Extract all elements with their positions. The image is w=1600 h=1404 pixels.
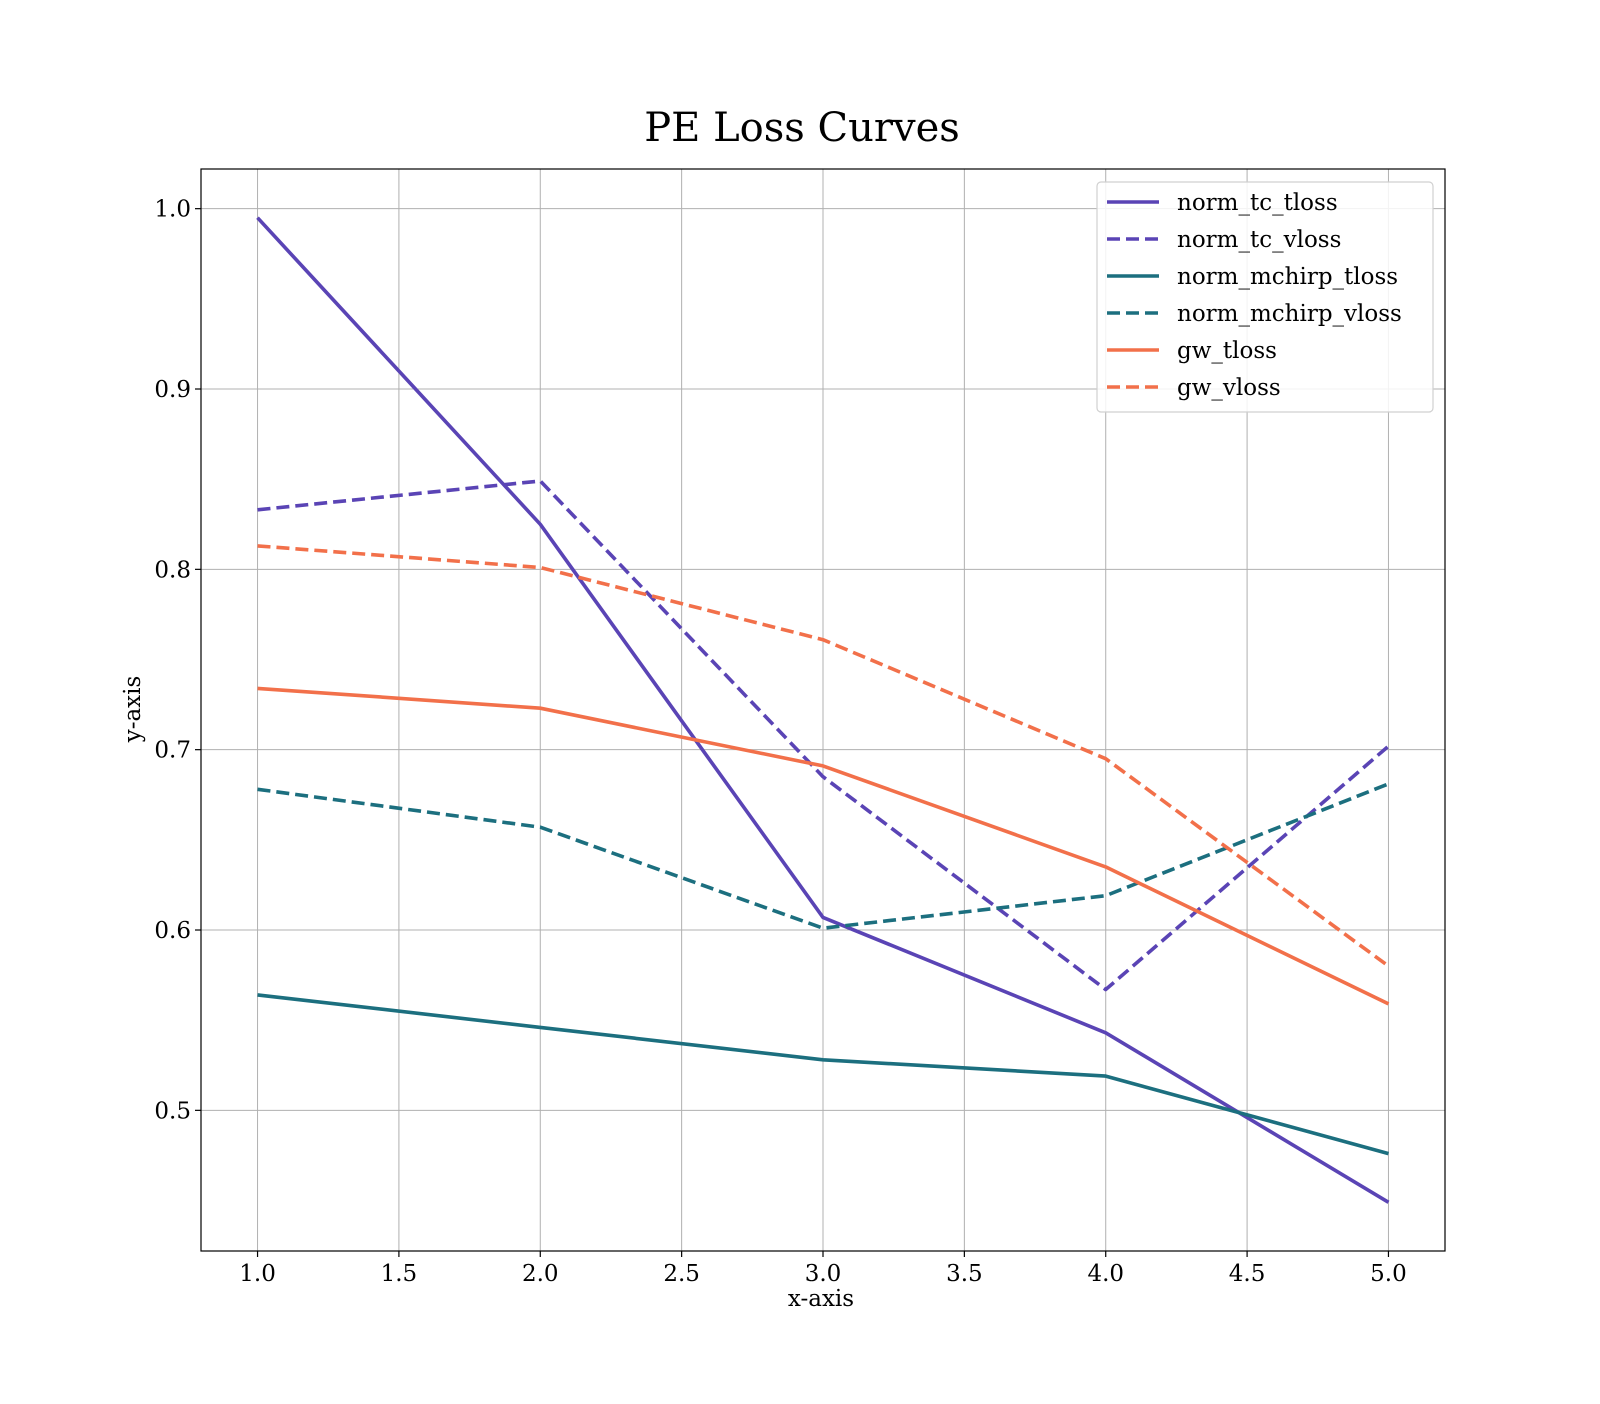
x-tick-label: 4.0 (1087, 1261, 1124, 1287)
legend-label: gw_tloss (1177, 338, 1277, 364)
y-tick-label: 0.7 (154, 738, 191, 764)
legend-label: norm_tc_vloss (1177, 227, 1341, 253)
y-axis-label: y-axis (120, 676, 146, 744)
y-tick-label: 0.9 (154, 377, 191, 403)
legend-label: gw_vloss (1177, 375, 1281, 401)
series-lines (256, 216, 1390, 1204)
y-tick-label: 0.6 (154, 918, 191, 944)
y-tick-label: 1.0 (154, 197, 191, 223)
x-tick-label: 3.0 (805, 1261, 842, 1287)
series-line-norm-mchirp-vloss (257, 782, 1390, 931)
legend-label: norm_mchirp_tloss (1177, 264, 1398, 290)
x-tick-label: 2.0 (522, 1261, 559, 1287)
legend-box (1096, 181, 1434, 413)
x-tick-label: 1.0 (239, 1261, 276, 1287)
y-tick-label: 0.8 (154, 557, 191, 583)
legend-label: norm_tc_tloss (1177, 190, 1338, 216)
x-tick-label: 4.5 (1229, 1261, 1266, 1287)
series-line-gw-tloss (257, 686, 1390, 1006)
series-line-norm-mchirp-tloss (257, 993, 1389, 1156)
series-line-gw-vloss (257, 544, 1390, 968)
legend: norm_tc_tloss norm_tc_vloss norm_mchirp_tl… (1096, 181, 1434, 413)
x-tick-label: 3.5 (946, 1261, 983, 1287)
x-axis-label: x-axis (788, 1286, 854, 1312)
legend-label: norm_mchirp_vloss (1177, 301, 1402, 327)
x-tick-label: 2.5 (663, 1261, 700, 1287)
series-line-norm-tc-vloss (257, 479, 1390, 992)
chart-title: PE Loss Curves (644, 105, 960, 151)
y-tick-label: 0.5 (154, 1098, 191, 1124)
series-line-norm-tc-tloss (256, 216, 1390, 1204)
x-tick-label: 5.0 (1370, 1261, 1407, 1287)
axis-ticks: 1.0 1.5 2.0 2.5 3.0 3.5 4.0 4.5 5.0 0.5 0.6 0.7 0.8 0… (154, 197, 1406, 1287)
x-tick-label: 1.5 (381, 1261, 418, 1287)
